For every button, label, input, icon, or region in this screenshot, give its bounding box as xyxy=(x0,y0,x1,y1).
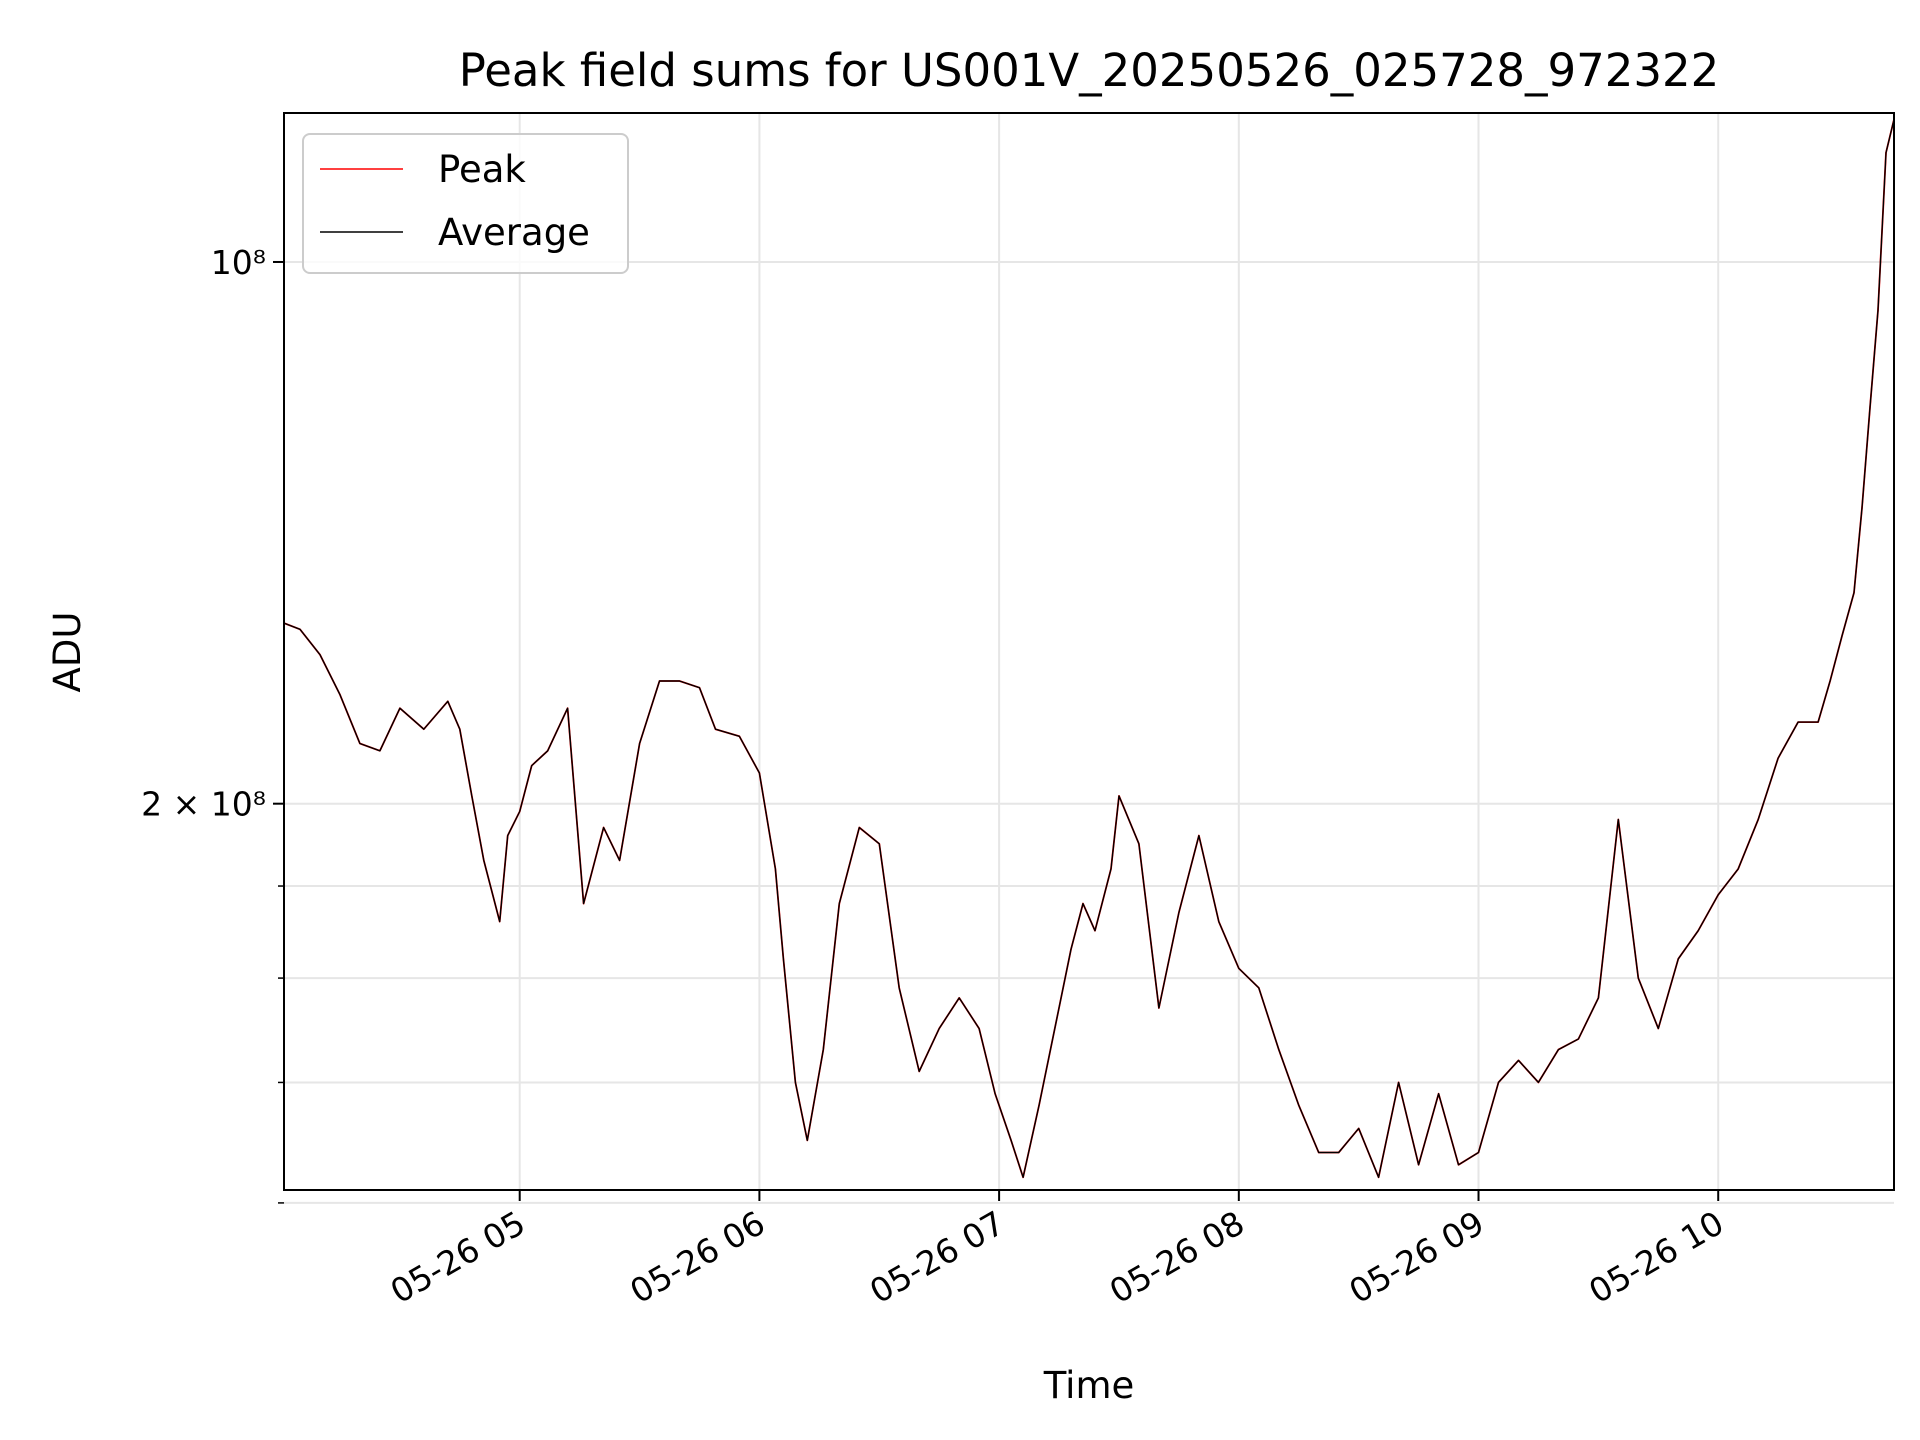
series-line-average xyxy=(283,119,1895,1179)
y-tick-label: 2 × 10⁸ xyxy=(141,785,266,824)
y-axis-label: ADU xyxy=(46,612,89,693)
legend-label-average: Average xyxy=(438,211,590,254)
chart-title: Peak field sums for US001V_20250526_0257… xyxy=(459,44,1720,97)
series-group xyxy=(283,119,1895,1179)
y-tick-label: 10⁸ xyxy=(211,243,266,282)
plot-frame xyxy=(283,112,1895,1191)
legend: Peak Average xyxy=(302,133,629,274)
x-axis-label: Time xyxy=(1043,1364,1135,1407)
legend-label-peak: Peak xyxy=(438,148,526,191)
